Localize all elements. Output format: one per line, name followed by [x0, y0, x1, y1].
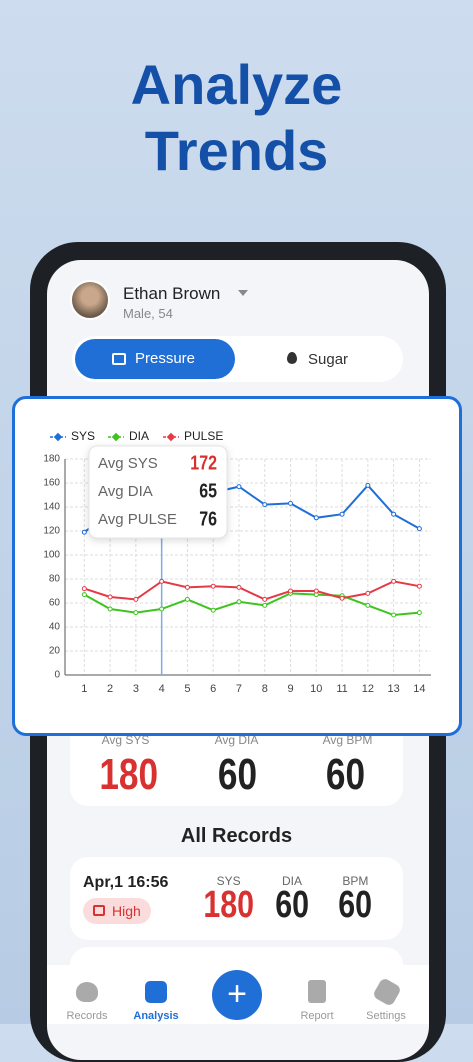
- records-icon[interactable]: [76, 982, 98, 1002]
- user-name[interactable]: Ethan Brown: [123, 284, 221, 303]
- dropdown-icon[interactable]: [238, 290, 248, 296]
- nav-label[interactable]: Analysis: [133, 1010, 179, 1022]
- chart-card: [12, 396, 462, 736]
- record-datetime: Apr,1 16:56: [83, 874, 169, 891]
- headline: Analyze Trends: [130, 53, 343, 182]
- drop-icon: [287, 352, 297, 364]
- summary-value: 60: [217, 750, 257, 799]
- summary-value: 180: [99, 750, 159, 799]
- analysis-icon[interactable]: [145, 981, 167, 1003]
- summary-label: Avg DIA: [214, 733, 259, 747]
- section-title: All Records: [180, 825, 293, 847]
- nav-label[interactable]: Settings: [366, 1010, 406, 1022]
- nav-label[interactable]: Report: [300, 1010, 334, 1022]
- tab[interactable]: Sugar: [308, 351, 349, 368]
- record-value: 180: [203, 884, 255, 926]
- nav-label[interactable]: Records: [66, 1010, 108, 1022]
- status-icon: [93, 905, 105, 916]
- avatar[interactable]: [70, 280, 110, 320]
- summary-value: 60: [325, 750, 365, 799]
- record-label: BPM: [342, 874, 369, 888]
- tab-selected[interactable]: Pressure: [75, 339, 235, 379]
- record-value: 60: [275, 884, 309, 926]
- record-value: 60: [338, 884, 373, 926]
- summary-label: Avg BPM: [322, 733, 373, 747]
- report-icon[interactable]: [308, 980, 326, 1003]
- record-label: SYS: [216, 874, 241, 888]
- user-details: Male, 54: [123, 306, 173, 321]
- record-label: DIA: [281, 874, 302, 888]
- summary-label: Avg SYS: [101, 733, 150, 747]
- add-button[interactable]: +: [212, 970, 262, 1020]
- pressure-icon: [112, 353, 126, 365]
